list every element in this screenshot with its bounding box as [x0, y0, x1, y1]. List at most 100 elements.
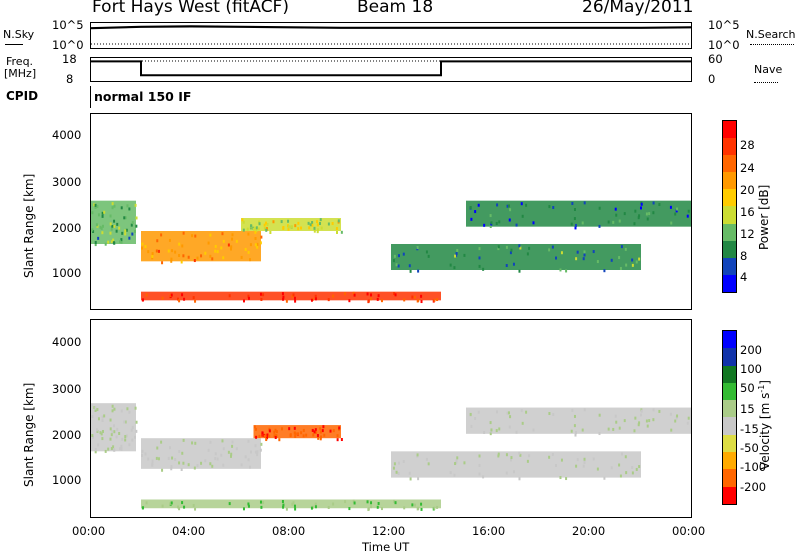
heatmap-cell: [370, 501, 373, 505]
heatmap-cell: [571, 408, 574, 412]
heatmap-cell: [574, 433, 577, 437]
heatmap-cell: [231, 444, 234, 448]
heatmap-cell: [519, 246, 522, 250]
heatmap-cell: [340, 438, 343, 442]
colorbar-segment: [723, 189, 736, 207]
heatmap-cell: [624, 247, 627, 251]
heatmap-cell: [282, 226, 285, 230]
heatmap-cell: [130, 428, 133, 432]
heatmap-cell: [555, 464, 558, 468]
heatmap-cell: [583, 408, 586, 412]
heatmap-cell: [120, 409, 123, 413]
heatmap-cell: [290, 225, 293, 229]
heatmap-cell: [581, 221, 584, 225]
heatmap-cell: [249, 465, 252, 469]
heatmap-cell: [171, 249, 174, 253]
heatmap-cell: [436, 298, 439, 302]
heatmap-cell: [614, 207, 617, 211]
heatmap-cell: [265, 438, 268, 442]
heatmap-cell: [220, 246, 223, 250]
heatmap-cell: [145, 501, 148, 505]
heatmap-cell: [474, 210, 477, 214]
heatmap-cell: [645, 419, 648, 423]
heatmap-cell: [116, 427, 119, 431]
heatmap-cell: [393, 462, 396, 466]
heatmap-cell: [592, 250, 595, 254]
heatmap-cell: [115, 435, 118, 439]
heatmap-cell: [463, 253, 466, 257]
heatmap-cell: [332, 429, 335, 433]
heatmap-cell: [592, 457, 595, 461]
power-heatmap: [91, 200, 691, 304]
heatmap-cell: [264, 433, 267, 437]
heatmap-cell: [619, 266, 622, 270]
heatmap-cell: [155, 456, 158, 460]
heatmap-cell: [96, 205, 99, 209]
heatmap-cell: [94, 205, 97, 209]
heatmap-cell: [548, 412, 551, 416]
heatmap-cell: [230, 452, 233, 456]
heatmap-cell: [194, 441, 197, 445]
heatmap-cell: [420, 300, 423, 304]
heatmap-cell: [222, 463, 225, 467]
heatmap-cell: [247, 458, 250, 462]
heatmap-cell: [520, 202, 523, 206]
heatmap-cell: [394, 293, 397, 297]
heatmap-cell: [214, 244, 217, 248]
heatmap-cell: [151, 459, 154, 463]
heatmap-cell: [118, 431, 121, 435]
heatmap-cell: [631, 471, 634, 475]
heatmap-band: [141, 499, 441, 509]
heatmap-cell: [469, 205, 472, 209]
velocity-heatmap: [91, 403, 691, 512]
velocity-cbtick-100: 100: [740, 362, 762, 376]
heatmap-cell: [477, 203, 480, 207]
heatmap-cell: [112, 241, 115, 245]
heatmap-cell: [260, 235, 263, 239]
heatmap-cell: [141, 246, 144, 250]
heatmap-cell: [676, 414, 679, 418]
heatmap-cell: [178, 507, 181, 511]
heatmap-cell: [128, 443, 131, 447]
heatmap-cell: [254, 450, 257, 454]
heatmap-cell: [157, 249, 160, 253]
heatmap-cell: [112, 448, 115, 452]
heatmap-cell: [638, 257, 641, 261]
heatmap-cell: [575, 464, 578, 468]
heatmap-cell: [222, 256, 225, 260]
heatmap-cell: [455, 461, 458, 465]
power-colorbar-label: Power [dB]: [757, 184, 771, 250]
heatmap-cell: [246, 227, 249, 231]
heatmap-band: [141, 291, 441, 301]
heatmap-cell: [168, 238, 171, 242]
heatmap-cell: [344, 292, 347, 296]
heatmap-cell: [109, 214, 112, 218]
heatmap-band: [391, 244, 641, 270]
heatmap-cell: [176, 505, 179, 509]
heatmap-cell: [266, 223, 269, 227]
heatmap-cell: [618, 463, 621, 467]
heatmap-cell: [94, 241, 97, 245]
heatmap-cell: [505, 245, 508, 249]
nsky-label: N.Sky: [3, 28, 35, 41]
heatmap-cell: [125, 434, 128, 438]
heatmap-cell: [247, 504, 250, 508]
heatmap-cell: [91, 228, 94, 232]
heatmap-cell: [124, 216, 127, 220]
nsearch-tick-bottom: 10^0: [708, 38, 740, 52]
heatmap-cell: [131, 232, 134, 236]
colorbar-segment: [723, 155, 736, 173]
velocity-ytick-2000: 2000: [52, 428, 82, 442]
heatmap-cell: [687, 209, 690, 213]
heatmap-cell: [258, 222, 261, 226]
heatmap-cell: [269, 230, 272, 234]
heatmap-cell: [618, 219, 621, 223]
heatmap-cell: [565, 477, 568, 481]
heatmap-cell: [135, 420, 138, 424]
heatmap-cell: [200, 254, 203, 258]
heatmap-cell: [598, 224, 601, 228]
heatmap-cell: [131, 425, 134, 429]
nsearch-dotted-key: [750, 44, 794, 45]
heatmap-cell: [96, 408, 99, 412]
heatmap-cell: [141, 242, 144, 246]
